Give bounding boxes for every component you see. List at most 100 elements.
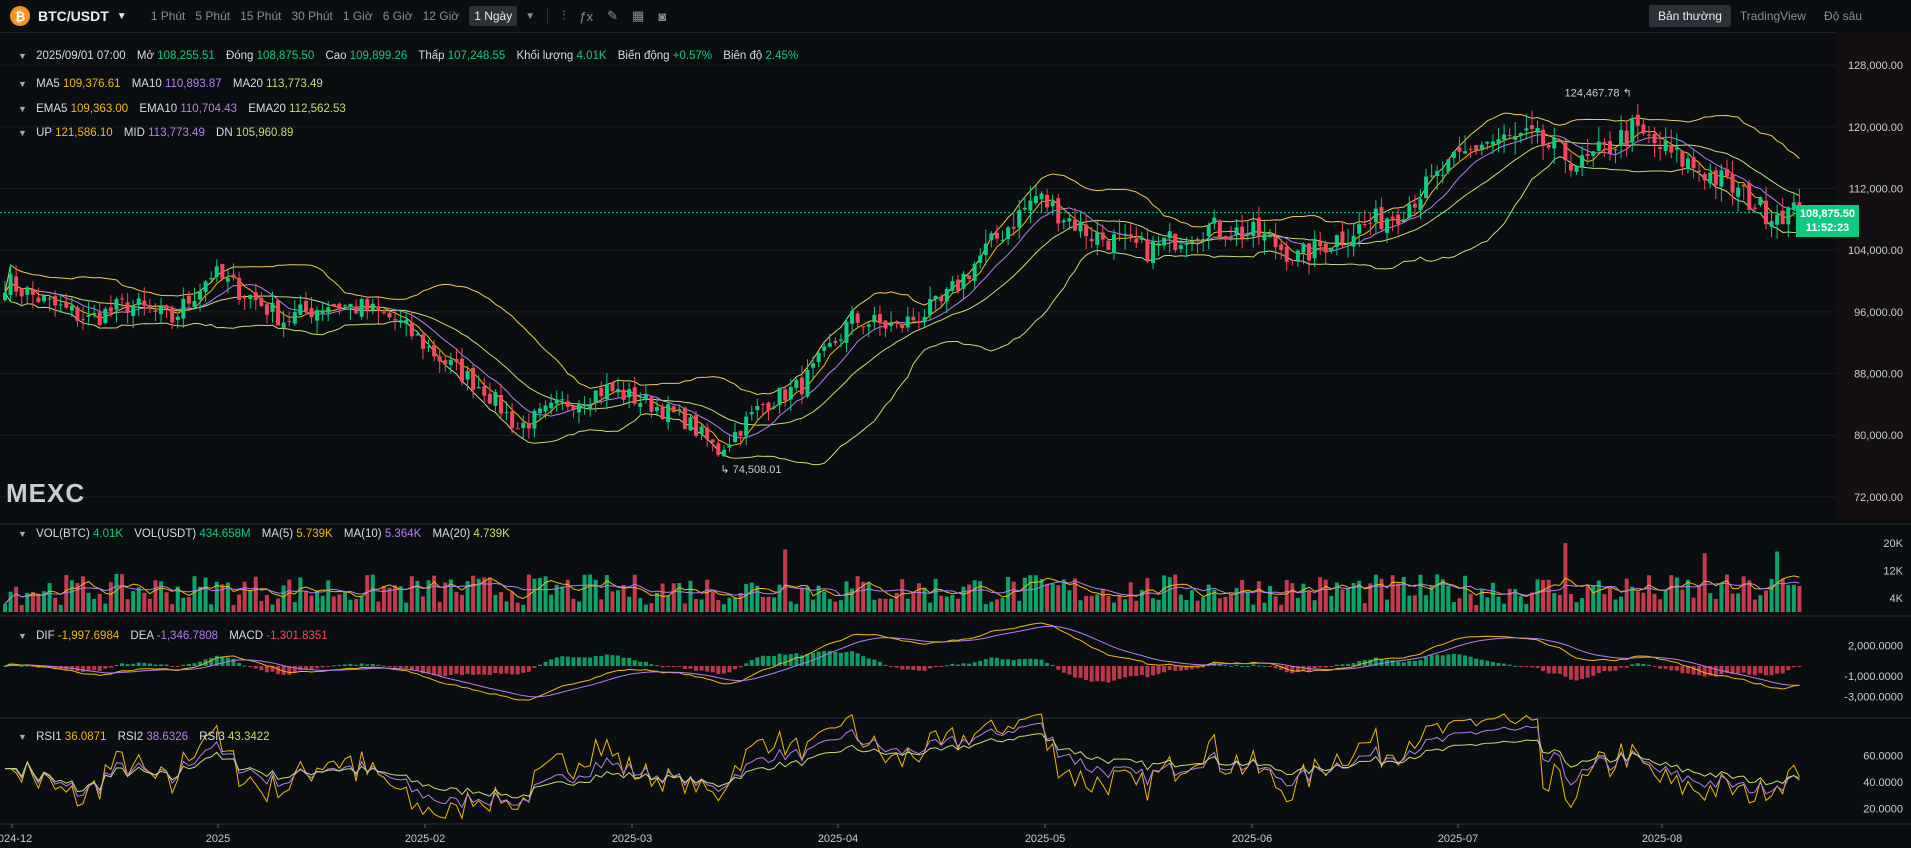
candle-body [376,306,381,311]
candle-body [1334,235,1339,247]
macd-histogram-bar [53,666,58,669]
interval-6h[interactable]: 6 Giờ [382,9,413,23]
candle-body [1312,238,1317,259]
volume-bar [744,583,749,612]
volume-bar [1786,584,1791,612]
candle-body [1474,145,1479,151]
macd-histogram-bar [1229,665,1234,667]
volume-bar [1251,604,1256,612]
volume-bar [822,591,827,612]
candle-body [861,326,866,328]
candle-body [543,405,548,412]
macd-histogram-bar [264,666,269,673]
volume-bar [315,590,320,612]
candlestick-chart[interactable]: 128,000.00 120,000.00 112,000.00 104,000.00… [0,32,1911,848]
candle-body [1407,204,1412,218]
volume-bar [1568,593,1573,612]
open-label: Mở [136,50,154,62]
macd-histogram-bar [655,665,660,667]
macd-histogram-bar [1529,666,1534,668]
macd-histogram-bar [905,666,910,670]
collapse-icon[interactable]: ▼ [18,104,27,114]
volume-bar [666,595,671,612]
collapse-icon[interactable]: ▼ [18,529,27,539]
camera-icon[interactable]: ◙ [658,8,667,24]
interval-1d[interactable]: 1 Ngày [469,6,518,26]
candle-body [131,305,136,316]
view-tradingview[interactable]: TradingView [1739,9,1806,23]
candle-body [1385,218,1390,233]
macd-histogram-bar [1719,666,1724,675]
candle-body [1724,169,1729,177]
macd-value: -1,301.8351 [266,630,328,642]
macd-histogram-bar [610,655,615,666]
candle-body [493,392,498,406]
collapse-icon[interactable]: ▼ [18,128,27,138]
candle-body [1351,235,1356,247]
interval-30m[interactable]: 30 Phút [291,9,333,23]
interval-15m[interactable]: 15 Phút [240,9,282,23]
macd-histogram-bar [170,666,175,667]
candle-body [1741,184,1746,187]
volume-bar [36,595,41,612]
interval-5m[interactable]: 5 Phút [195,9,231,23]
collapse-icon[interactable]: ▼ [18,732,27,742]
macd-histogram-bar [1546,666,1551,674]
macd-histogram-bar [1658,666,1663,669]
candle-body [1273,236,1278,248]
collapse-icon[interactable]: ▼ [18,631,27,641]
macd-histogram-bar [682,666,687,670]
macd-histogram-bar [97,666,102,671]
volume-bar [811,599,816,612]
macd-histogram-bar [92,666,97,671]
change-label: Biến động [617,50,670,62]
volume-bar [978,581,983,612]
candle-body [1457,147,1462,152]
volume-bar [649,603,654,612]
draw-pen-icon[interactable]: ✎ [607,8,619,23]
macd-histogram-bar [1095,666,1100,682]
volume-bar [1658,599,1663,612]
candle-body [398,320,403,323]
macd-histogram-bar [1145,666,1150,678]
collapse-icon[interactable]: ▼ [18,51,27,61]
macd-histogram-bar [1117,666,1122,679]
time-axis-label: 2025-08 [1642,833,1682,845]
macd-histogram-bar [1178,666,1183,671]
candle-body [1262,233,1267,241]
volume-bar [487,577,492,612]
price-axis-label: 104,000.00 [1848,245,1903,257]
candle-body [1229,237,1234,239]
interval-12h[interactable]: 12 Giờ [422,9,460,23]
collapse-icon[interactable]: ▼ [18,79,27,89]
view-depth[interactable]: Độ sâu [1823,9,1862,23]
macd-histogram-bar [1635,663,1640,666]
formula-icon[interactable]: ƒx [579,8,594,24]
macd-histogram-bar [733,666,738,670]
volume-bar [1089,595,1094,612]
macd-histogram-bar [393,666,398,668]
symbol-title[interactable]: BTC/USDT [38,8,109,24]
interval-1m[interactable]: 1 Phút [150,9,186,23]
macd-histogram-bar [643,661,648,666]
candle-body [69,305,74,311]
volume-bar [1719,583,1724,612]
chevron-down-icon[interactable]: ▼ [116,10,127,22]
macd-histogram-bar [549,659,554,666]
indicator-icon[interactable]: ⫶ [562,8,566,23]
candle-body [1067,218,1072,222]
layout-grid-icon[interactable]: ▦ [632,8,645,23]
candle-body [1624,130,1629,146]
candle-body [1568,163,1573,171]
macd-histogram-bar [1630,664,1635,666]
candle-body [1212,217,1217,224]
volume-bar [554,584,559,612]
volume-bar [1178,594,1183,612]
view-basic[interactable]: Bản thường [1648,5,1731,27]
interval-1h[interactable]: 1 Giờ [342,9,373,23]
candle-body [1396,214,1401,225]
candle-body [838,339,843,341]
candle-body [331,303,336,307]
interval-more-icon[interactable]: ▼ [525,10,536,22]
macd-histogram-bar [1713,666,1718,677]
